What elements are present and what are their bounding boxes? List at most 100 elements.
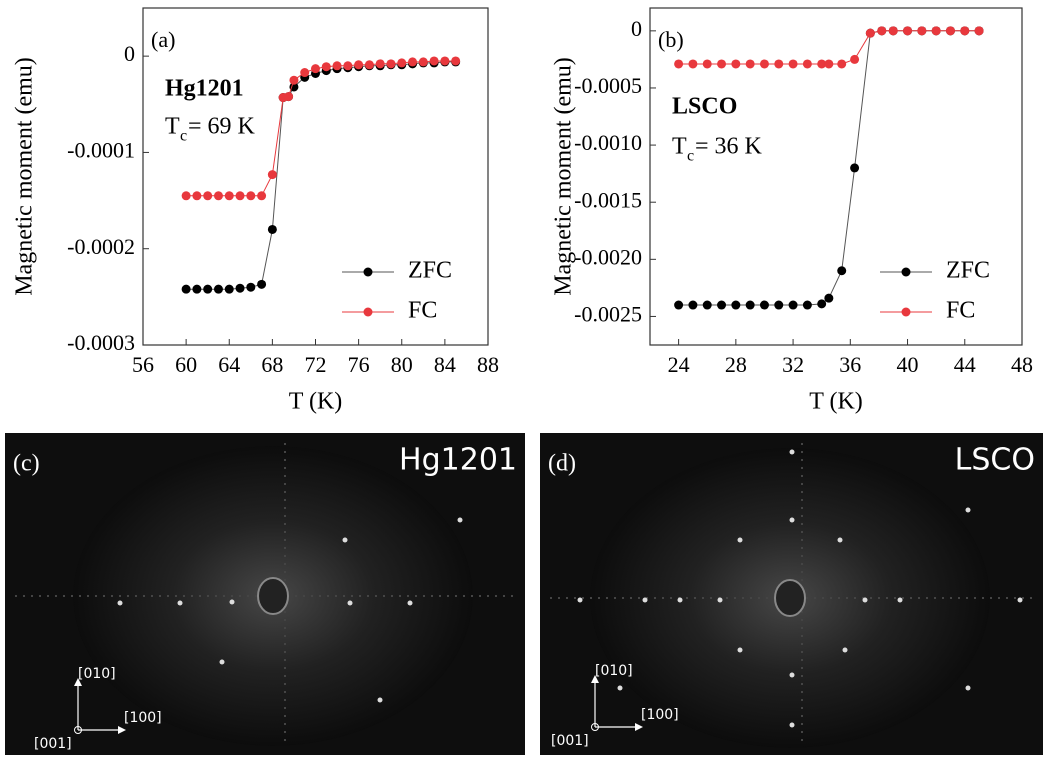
tc-value: = 69 K (188, 114, 256, 140)
tc-symbol: T (165, 114, 180, 140)
data-point (181, 284, 191, 294)
data-point (343, 61, 353, 71)
laue-spot (965, 685, 971, 691)
laue-spot (219, 659, 225, 665)
y-tick-label: -0.0010 (574, 130, 642, 155)
panel-label: (c) (13, 451, 40, 477)
legend-marker (363, 307, 373, 317)
data-point (717, 59, 727, 69)
x-tick-label: 84 (434, 352, 456, 377)
x-tick-label: 56 (132, 352, 154, 377)
data-point (289, 82, 299, 92)
direction-label: [001] (551, 733, 589, 749)
laue-spot (457, 517, 463, 523)
data-point (837, 266, 847, 276)
data-point (246, 191, 256, 201)
y-axis-label: Magnetic moment (emu) (551, 57, 577, 296)
arrow-head (635, 723, 643, 731)
plot-frame (649, 7, 1023, 346)
data-point (246, 282, 256, 292)
laue-spot (789, 517, 795, 523)
data-point (224, 284, 234, 294)
laue-spot (117, 600, 123, 606)
x-tick-label: 44 (954, 352, 976, 377)
laue-spot (737, 647, 743, 653)
data-point (788, 59, 798, 69)
panel-label: (d) (548, 451, 576, 477)
x-tick-label: 48 (1011, 352, 1033, 377)
laue-spot (789, 449, 795, 455)
data-point (960, 26, 970, 36)
data-point (300, 68, 310, 78)
data-point (235, 191, 245, 201)
laue-spot (862, 597, 868, 603)
data-point (213, 284, 223, 294)
direction-label: [010] (78, 666, 116, 682)
laue-spot (789, 722, 795, 728)
tc-subscript: c (687, 148, 694, 165)
tc-subscript: c (180, 128, 187, 145)
laue-spot (837, 537, 843, 543)
laue-spot (407, 600, 413, 606)
data-point (759, 59, 769, 69)
data-point (802, 59, 812, 69)
laue-spot (377, 697, 383, 703)
data-point (418, 57, 428, 67)
data-point (731, 300, 741, 310)
data-point (774, 59, 784, 69)
y-tick-label: -0.0015 (574, 187, 642, 212)
data-point (917, 26, 927, 36)
data-point (745, 59, 755, 69)
sample-label: LSCO (672, 94, 737, 120)
data-point (354, 60, 364, 70)
data-point (203, 284, 213, 294)
data-point (745, 300, 755, 310)
series-line (678, 30, 980, 306)
data-point (837, 59, 847, 69)
data-point (850, 54, 860, 64)
laue-spot (677, 597, 683, 603)
arrow-head (74, 678, 82, 686)
y-tick-label: -0.0002 (67, 234, 135, 259)
x-tick-label: 72 (305, 352, 327, 377)
data-point (257, 191, 267, 201)
data-point (931, 26, 941, 36)
data-point (192, 284, 202, 294)
laue-spot (577, 597, 583, 603)
data-point (945, 26, 955, 36)
legend-label: ZFC (946, 258, 990, 284)
laue-spot (229, 599, 235, 605)
data-point (332, 61, 342, 71)
data-point (802, 300, 812, 310)
laue-spot (789, 672, 795, 678)
data-point (267, 170, 277, 180)
data-point (974, 26, 984, 36)
data-point (440, 56, 450, 66)
data-point (408, 57, 418, 67)
y-tick-label: 0 (124, 41, 135, 66)
direction-label: [100] (124, 710, 162, 726)
data-point (688, 300, 698, 310)
series-line (678, 30, 980, 65)
data-point (235, 283, 245, 293)
data-point (774, 300, 784, 310)
sample-label: Hg1201 (165, 76, 244, 102)
data-point (865, 28, 875, 38)
x-tick-label: 40 (897, 352, 919, 377)
data-point (451, 56, 461, 66)
sample-label: LSCO (955, 443, 1035, 478)
y-axis-label: Magnetic moment (emu) (12, 57, 38, 296)
data-point (375, 59, 385, 69)
x-tick-label: 60 (175, 352, 197, 377)
axis-origin (74, 726, 82, 734)
data-point (877, 26, 887, 36)
x-tick-label: 76 (348, 352, 370, 377)
laue-spot (642, 597, 648, 603)
axis-origin (591, 723, 599, 731)
legend-label: ZFC (408, 258, 452, 284)
legend-label: FC (946, 298, 975, 324)
data-point (284, 92, 294, 102)
y-tick-label: 0 (631, 16, 642, 41)
data-point (850, 163, 860, 173)
x-tick-label: 80 (391, 352, 413, 377)
